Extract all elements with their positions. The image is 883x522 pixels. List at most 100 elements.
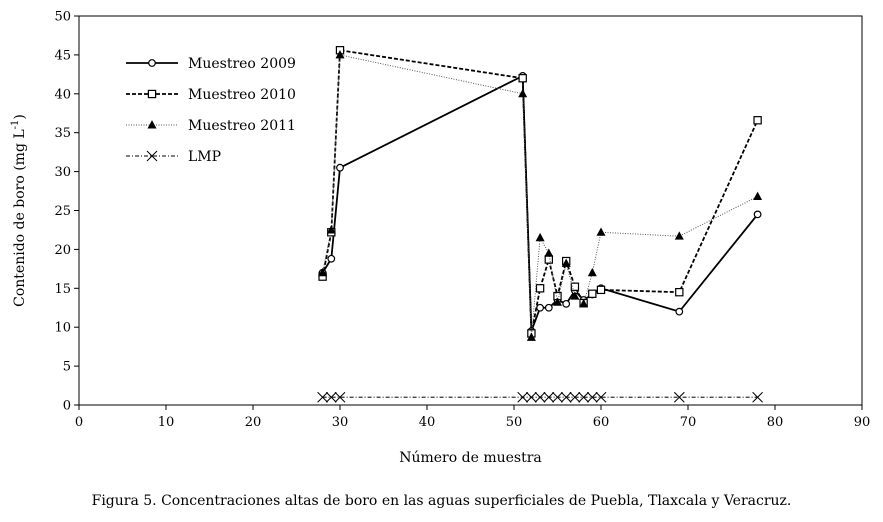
series-muestreo-2009 xyxy=(318,72,762,335)
data-point xyxy=(752,391,763,403)
x-marker-stroke xyxy=(325,391,337,403)
x-tick-label: 20 xyxy=(245,415,262,430)
data-point xyxy=(561,258,571,267)
y-axis-title: Contenido de boro (mg L-1) xyxy=(10,114,28,307)
data-point xyxy=(595,391,607,403)
x-marker-stroke xyxy=(517,391,529,403)
y-tick-label: 40 xyxy=(54,87,71,102)
x-marker-stroke xyxy=(578,391,589,403)
legend-marker xyxy=(147,120,157,129)
legend-entry: Muestreo 2010 xyxy=(126,87,296,103)
x-marker-stroke xyxy=(317,391,328,403)
data-point xyxy=(518,88,528,98)
data-point xyxy=(536,303,544,312)
boron-chart: 0 10 20 30 40 50 60 70 80 9005101520253035404550 … xyxy=(10,10,870,467)
x-marker-stroke xyxy=(552,391,563,403)
data-point xyxy=(753,116,762,125)
data-point xyxy=(753,210,762,219)
x-marker-stroke xyxy=(569,391,581,403)
y-tick-label: 35 xyxy=(54,126,71,141)
data-point xyxy=(336,163,344,172)
data-point xyxy=(552,297,563,306)
data-point xyxy=(675,307,684,316)
y-tick-label: 50 xyxy=(54,10,71,25)
data-point xyxy=(569,391,581,403)
data-point xyxy=(534,391,546,403)
series-lmp xyxy=(317,391,763,403)
x-tick-label: 70 xyxy=(680,415,697,430)
x-tick-label: 80 xyxy=(767,415,784,430)
y-tick-label: 45 xyxy=(54,48,71,63)
y-axis-title-end: ) xyxy=(12,114,28,119)
data-point xyxy=(596,285,606,295)
data-point xyxy=(535,284,545,293)
legend-label: LMP xyxy=(188,149,221,165)
x-tick-label: 40 xyxy=(419,415,436,430)
legend-marker xyxy=(147,89,157,99)
data-point xyxy=(674,231,684,240)
y-tick-label: 30 xyxy=(54,165,71,180)
data-point xyxy=(673,391,685,403)
x-marker-stroke xyxy=(752,391,763,403)
y-tick-label: 0 xyxy=(63,399,71,414)
data-point xyxy=(325,391,337,403)
data-point xyxy=(586,391,598,403)
legend-label: Muestreo 2011 xyxy=(188,118,296,134)
legend-entry: Muestreo 2009 xyxy=(126,56,296,72)
series-layer xyxy=(317,46,763,403)
data-point xyxy=(596,227,606,236)
x-tick-label: 50 xyxy=(506,415,523,430)
x-tick-label: 0 xyxy=(75,415,83,430)
x-marker-stroke xyxy=(334,391,346,403)
x-marker-stroke xyxy=(534,391,546,403)
data-point xyxy=(562,299,571,308)
data-point xyxy=(588,289,597,298)
x-marker-stroke xyxy=(543,391,555,403)
data-point xyxy=(560,391,572,403)
data-point xyxy=(518,74,527,83)
x-marker-stroke xyxy=(673,391,685,403)
y-axis-title-sup: -1 xyxy=(10,120,21,130)
x-marker-stroke xyxy=(586,391,598,403)
data-point xyxy=(587,267,597,277)
x-marker-stroke xyxy=(560,391,572,403)
y-tick-label: 10 xyxy=(54,321,71,336)
x-tick-label: 30 xyxy=(332,415,349,430)
legend-label: Muestreo 2009 xyxy=(188,56,296,72)
x-marker-stroke xyxy=(146,150,158,162)
x-tick-label: 10 xyxy=(158,415,175,430)
data-point xyxy=(552,391,563,403)
axes: 0 10 20 30 40 50 60 70 80 90 0 5 10 15 20 25 30 35 40 45 50 xyxy=(54,10,870,431)
x-tick-label: 90 xyxy=(854,415,871,430)
data-point xyxy=(317,391,328,403)
data-point xyxy=(544,255,554,264)
data-point xyxy=(318,267,328,277)
legend-marker xyxy=(148,59,156,67)
data-point xyxy=(753,191,763,200)
data-point xyxy=(517,391,529,403)
x-axis-title: Número de muestra xyxy=(399,450,542,466)
legend: Muestreo 2009 Muestreo 2010 Muestreo 2011 L… xyxy=(126,56,296,165)
legend-label: Muestreo 2010 xyxy=(188,87,296,103)
data-point xyxy=(570,291,580,300)
data-point xyxy=(675,287,684,297)
data-point xyxy=(544,248,554,257)
data-point xyxy=(544,303,553,312)
y-tick-label: 20 xyxy=(54,243,71,258)
data-point xyxy=(526,332,536,341)
data-point xyxy=(335,50,345,59)
y-tick-label: 25 xyxy=(54,204,71,219)
x-marker-stroke xyxy=(526,391,537,403)
x-marker-stroke xyxy=(595,391,607,403)
data-point xyxy=(526,391,537,403)
data-point xyxy=(326,225,336,234)
series-muestreo-2011 xyxy=(318,50,763,341)
plot-frame xyxy=(78,15,863,406)
legend-entry: Muestreo 2011 xyxy=(126,118,296,134)
data-point xyxy=(535,232,545,242)
figure-caption: Figura 5. Concentraciones altas de boro … xyxy=(91,493,792,509)
y-tick-label: 15 xyxy=(54,282,71,297)
data-point xyxy=(578,391,589,403)
legend-entry: LMP xyxy=(126,149,221,165)
data-point xyxy=(327,254,336,263)
